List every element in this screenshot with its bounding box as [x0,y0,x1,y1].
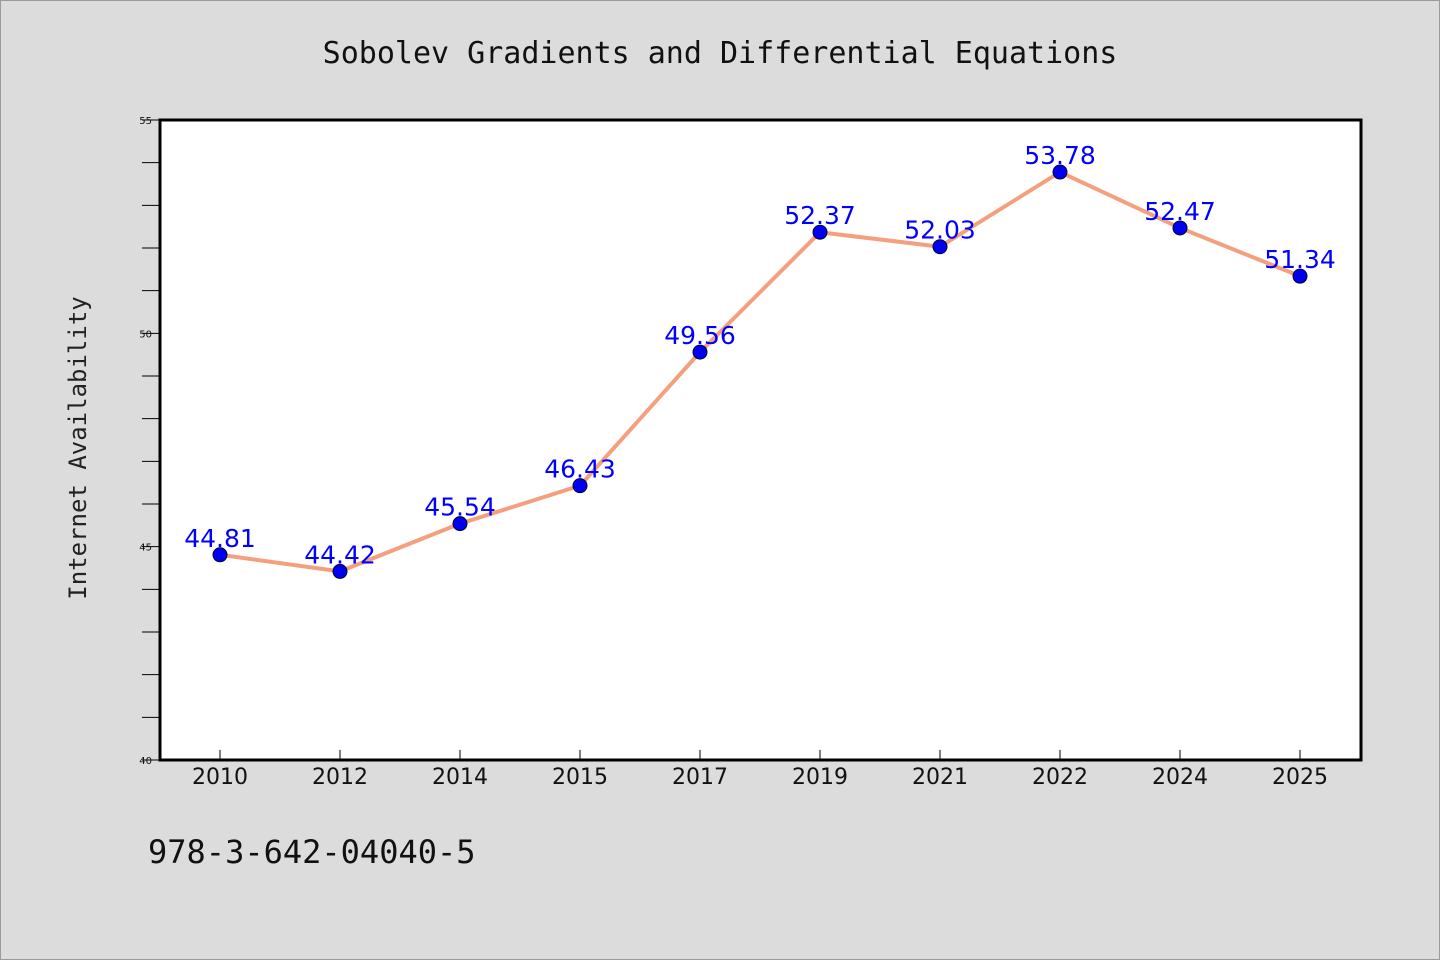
data-label: 52.47 [1144,197,1216,226]
data-label: 45.54 [424,493,496,522]
x-tick-label: 2024 [1152,765,1208,790]
data-point [812,224,828,240]
x-tick-label: 2010 [192,765,248,790]
x-axis-ticks: 2010 2012 2014 2015 2017 2019 2021 2022 2024 2025 [192,750,1328,790]
y-tick-label: 40 [139,756,152,767]
data-label: 46.43 [544,455,616,484]
data-point [572,478,588,494]
y-tick-label: 55 [139,116,152,127]
chart-title: Sobolev Gradients and Differential Equat… [323,36,1118,71]
data-point [212,547,228,563]
data-point [1292,268,1308,284]
data-point [932,239,948,255]
x-tick-label: 2019 [792,765,848,790]
y-tick-label: 45 [139,543,152,554]
plot-area [158,118,1363,762]
data-label: 44.81 [184,524,256,553]
data-label: 49.56 [664,321,736,350]
data-label: 52.03 [904,216,976,245]
isbn-text: 978-3-642-04040-5 [148,833,476,871]
data-point [332,563,348,579]
x-tick-label: 2025 [1272,765,1328,790]
x-tick-label: 2017 [672,765,728,790]
data-point [1172,220,1188,236]
data-point [1052,164,1068,180]
y-axis-ticks: 40 45 50 55 [139,116,160,767]
y-tick-label: 50 [139,329,152,340]
data-point [692,344,708,360]
data-label: 51.34 [1264,245,1336,274]
y-axis-label: Internet Availability [64,296,92,599]
data-label: 44.42 [304,540,376,569]
x-tick-label: 2014 [432,765,488,790]
data-label: 52.37 [784,201,856,230]
data-point [452,516,468,532]
series-line [219,170,1301,574]
data-label: 53.78 [1024,141,1096,170]
x-tick-label: 2012 [312,765,368,790]
series-group: 44.81 44.42 45.54 46.43 49.56 52.37 52.03 53.78… [184,141,1336,579]
x-tick-label: 2022 [1032,765,1088,790]
x-tick-label: 2021 [912,765,968,790]
x-tick-label: 2015 [552,765,608,790]
